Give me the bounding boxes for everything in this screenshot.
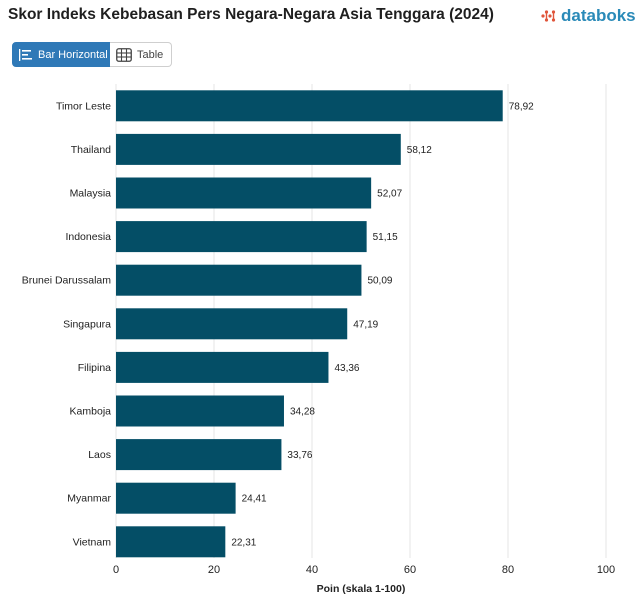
view-tabs: Bar Horizontal Table xyxy=(12,42,172,67)
value-label: 33,76 xyxy=(287,450,312,461)
bar xyxy=(116,90,503,122)
value-label: 22,31 xyxy=(231,537,256,548)
tab-bar-horizontal[interactable]: Bar Horizontal xyxy=(12,42,110,67)
bar xyxy=(116,439,282,471)
x-tick-label: 0 xyxy=(113,564,119,576)
x-axis-title: Poin (skala 1-100) xyxy=(317,583,406,595)
bar xyxy=(116,395,284,427)
category-label: Thailand xyxy=(71,144,111,156)
category-label: Malaysia xyxy=(70,188,112,200)
value-label: 24,41 xyxy=(242,494,267,505)
category-label: Singapura xyxy=(63,318,111,330)
bar xyxy=(116,133,401,165)
category-label: Brunei Darussalam xyxy=(22,275,112,287)
tab-bar-horizontal-label: Bar Horizontal xyxy=(38,48,108,61)
x-tick-label: 60 xyxy=(404,564,416,576)
chart-title: Skor Indeks Kebebasan Pers Negara-Negara… xyxy=(8,6,494,23)
category-label: Timor Leste xyxy=(56,100,111,112)
x-tick-label: 20 xyxy=(208,564,220,576)
bar xyxy=(116,177,372,209)
value-label: 34,28 xyxy=(290,407,315,418)
x-tick-label: 100 xyxy=(597,564,615,576)
brand-name: databoks xyxy=(561,6,636,25)
bar-chart-icon xyxy=(19,48,32,61)
bar xyxy=(116,308,348,340)
value-label: 47,19 xyxy=(353,319,378,330)
bar xyxy=(116,482,236,514)
bar xyxy=(116,264,362,296)
category-label: Indonesia xyxy=(65,231,111,243)
bar xyxy=(116,351,329,383)
category-label: Myanmar xyxy=(67,493,111,505)
bar xyxy=(116,221,367,253)
databoks-logo-icon xyxy=(541,10,556,22)
value-label: 78,92 xyxy=(509,101,534,112)
x-tick-label: 40 xyxy=(306,564,318,576)
value-label: 51,15 xyxy=(373,232,398,243)
category-label: Kamboja xyxy=(70,406,112,418)
bar xyxy=(116,526,226,558)
value-label: 43,36 xyxy=(334,363,359,374)
tab-table-label: Table xyxy=(137,48,164,61)
value-label: 52,07 xyxy=(377,189,402,200)
databoks-logo: databoks xyxy=(540,6,636,26)
category-label: Filipina xyxy=(78,362,111,374)
category-label: Laos xyxy=(88,449,111,461)
tab-table[interactable]: Table xyxy=(110,42,172,67)
table-icon xyxy=(116,47,132,62)
value-label: 50,09 xyxy=(367,276,392,287)
value-label: 58,12 xyxy=(407,145,432,156)
category-label: Vietnam xyxy=(73,536,112,548)
x-tick-label: 80 xyxy=(502,564,514,576)
